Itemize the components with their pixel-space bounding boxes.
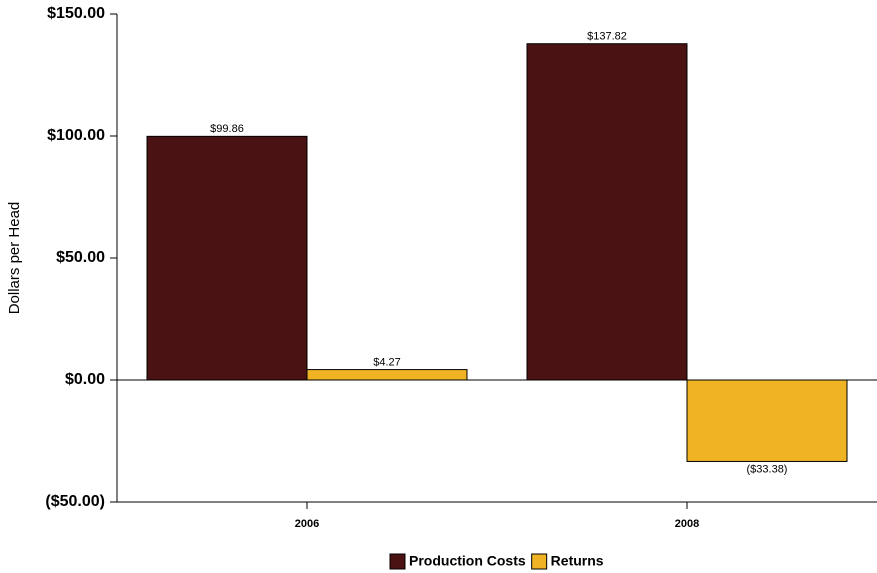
bar [306,369,468,381]
y-tick-label: ($50.00) [45,493,105,510]
value-label: $99.86 [210,123,244,135]
x-tick-label: 2006 [295,518,319,530]
x-tick-label: 2008 [675,518,699,530]
bar [146,135,308,381]
y-tick-label: $100.00 [47,127,105,144]
value-label: $137.82 [587,31,627,43]
bar [686,379,848,462]
y-tick-label: $50.00 [56,249,105,266]
legend-swatch [389,553,406,570]
value-label: $4.27 [373,356,401,368]
y-tick-label: $150.00 [47,5,105,22]
legend-swatch [531,553,548,570]
y-tick-label: $0.00 [65,371,105,388]
legend-label: Returns [551,553,604,569]
y-axis-label: Dollars per Head [6,202,23,315]
value-label: ($33.38) [747,463,788,475]
bar [526,43,688,381]
legend-label: Production Costs [409,553,526,569]
